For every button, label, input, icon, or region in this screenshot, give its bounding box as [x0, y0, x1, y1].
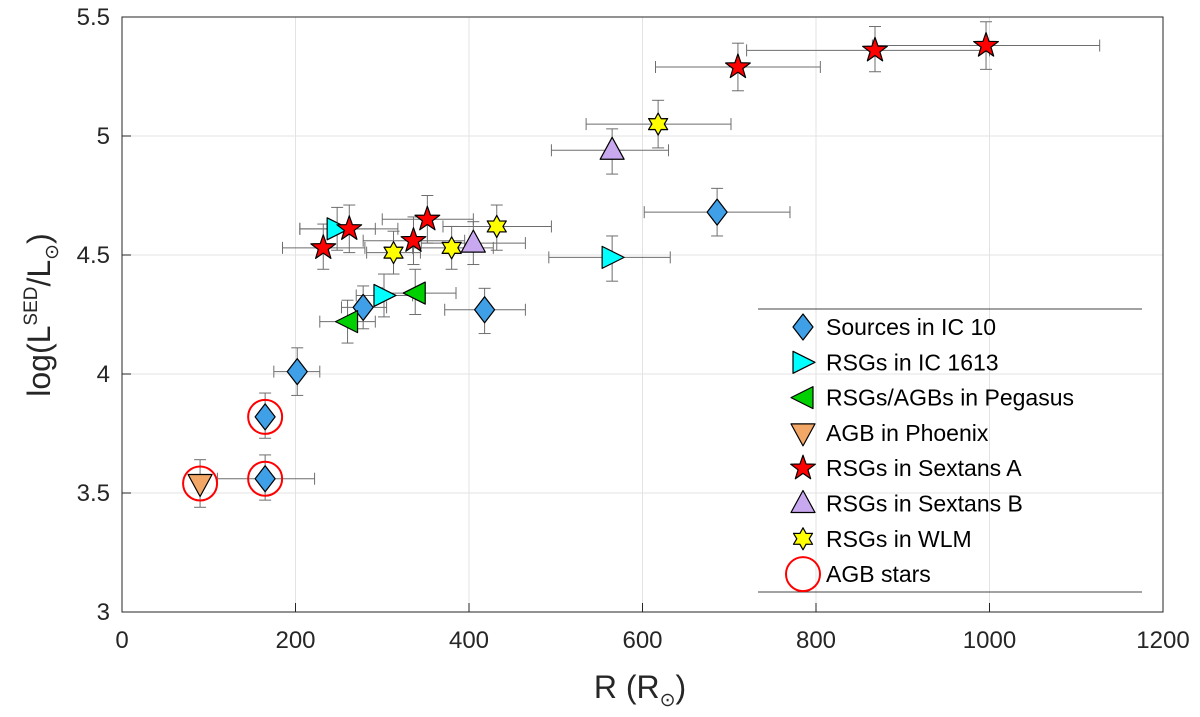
legend-label: RSGs in Sextans A: [826, 455, 1022, 481]
series-rsgs-in-sextans-b: [460, 136, 625, 253]
x-tick-label: 0: [115, 627, 128, 654]
legend-marker: [792, 527, 814, 551]
legend-marker: [790, 454, 816, 480]
data-point: [706, 198, 728, 226]
x-axis-label-text: R (R: [594, 669, 660, 705]
y-axis-label: log(LSED/L⊙): [21, 233, 63, 397]
data-point: [182, 465, 219, 502]
legend-label: RSGs in Sextans B: [826, 491, 1023, 517]
data-point: [486, 214, 507, 239]
y-axis-label-mid: /L: [21, 260, 57, 287]
data-point: [402, 281, 426, 305]
legend-marker: [790, 386, 814, 410]
legend-label: RSGs in IC 1613: [826, 349, 999, 375]
x-tick-label: 800: [796, 627, 836, 654]
data-point: [973, 31, 999, 57]
data-point: [441, 236, 462, 260]
data-point: [247, 460, 284, 497]
data-point: [286, 358, 308, 386]
x-tick-label: 400: [449, 627, 489, 654]
data-point: [254, 403, 276, 431]
y-tick-label: 4: [97, 361, 110, 388]
y-axis-label-close: ): [21, 233, 57, 244]
data-point: [373, 283, 397, 308]
legend-marker: [792, 313, 814, 341]
x-tick-label: 1000: [963, 627, 1016, 654]
x-axis-ticks: 0 200 400 600 800 1000 1200: [115, 603, 1190, 654]
series-rsgs-in-wlm: [383, 112, 669, 265]
x-tick-label: 1200: [1136, 627, 1189, 654]
y-tick-label: 4.5: [77, 242, 110, 269]
data-point: [400, 227, 427, 252]
y-tick-label: 3: [97, 599, 110, 626]
legend-label: AGB stars: [826, 561, 931, 587]
data-point: [334, 310, 359, 334]
data-point: [862, 36, 888, 62]
legend-label: RSGs in WLM: [826, 526, 972, 552]
data-point: [187, 473, 213, 498]
y-axis-ticks: 3 3.5 4 4.5 5 5.5: [77, 4, 131, 626]
data-point: [601, 245, 625, 269]
legend-label: AGB in Phoenix: [826, 420, 989, 446]
y-tick-label: 5: [97, 123, 110, 150]
legend-marker: [790, 489, 816, 514]
data-point: [474, 296, 496, 324]
x-tick-label: 600: [622, 627, 662, 654]
series-rsgs-agbs-in-pegasus: [334, 281, 426, 334]
data-point: [352, 293, 374, 321]
y-axis-label-sup: SED: [21, 287, 42, 326]
y-tick-label: 3.5: [77, 480, 110, 507]
legend-marker: [785, 556, 821, 593]
data-point: [414, 205, 441, 231]
y-axis-label-sub: ⊙: [42, 244, 63, 260]
data-point: [326, 217, 350, 241]
data-point: [247, 398, 284, 435]
legend-marker: [792, 350, 816, 374]
legend-marker: [790, 423, 816, 447]
y-tick-label: 5.5: [77, 4, 110, 31]
data-point: [599, 136, 625, 160]
x-axis-label-sub: ⊙: [660, 690, 676, 711]
data-point: [336, 215, 363, 240]
data-point: [647, 112, 669, 136]
data-point: [383, 241, 404, 265]
x-axis-label: R (R⊙): [594, 669, 686, 711]
series-agb-in-phoenix: [187, 473, 213, 498]
x-tick-label: 200: [275, 627, 315, 654]
data-point: [310, 234, 337, 259]
series-agb-stars: [182, 398, 284, 502]
data-point: [724, 53, 751, 79]
x-axis-label-close: ): [676, 669, 687, 705]
series-rsgs-in-sextans-a: [310, 31, 999, 259]
series-sources-in-ic-10: [254, 198, 728, 493]
data-markers: [182, 31, 999, 502]
legend-label: Sources in IC 10: [826, 314, 996, 340]
y-axis-label-pre: log(L: [21, 326, 57, 397]
series-rsgs-in-ic-1613: [326, 217, 625, 308]
data-point: [254, 465, 276, 493]
legend-label: RSGs/AGBs in Pegasus: [826, 385, 1074, 411]
legend: Sources in IC 10 RSGs in IC 1613 RSGs/AGBs…: [758, 308, 1142, 593]
data-point: [460, 229, 486, 253]
